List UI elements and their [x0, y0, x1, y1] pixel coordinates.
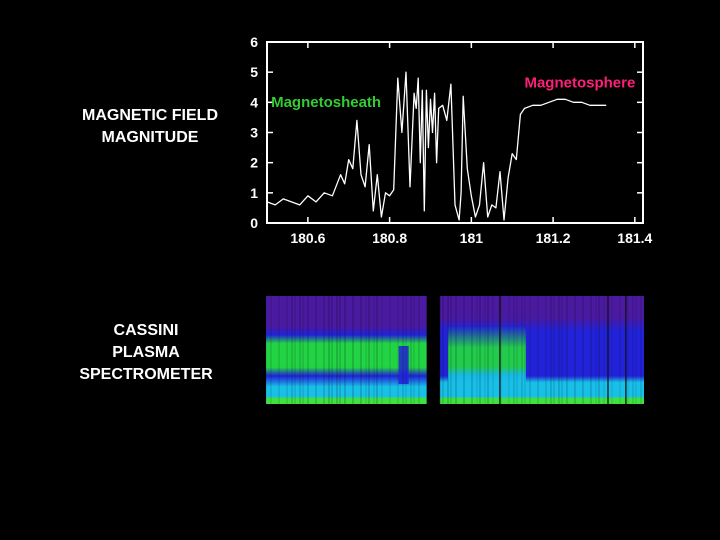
x-tick-label: 181.2: [536, 230, 571, 246]
plasma-label-line-1: CASSINI: [113, 322, 179, 339]
x-tick-label: 180.8: [372, 230, 407, 246]
annotation-magnetosphere: Magnetosphere: [524, 74, 635, 91]
x-tick-label: 180.6: [290, 230, 325, 246]
plasma-label-line-3: SPECTROMETER: [79, 366, 213, 383]
magnetic-field-chart: 0 1 2 3 4 5 6 180.6 180.8 181 181.2 181.4 Magnetoshe…: [250, 34, 652, 246]
annotation-magnetosheath: Magnetosheath: [271, 94, 381, 111]
y-tick-label: 2: [250, 155, 258, 171]
series-line: [266, 71, 607, 221]
plasma-spectrometer-label: CASSINI PLASMA SPECTROMETER: [60, 320, 232, 386]
y-tick-label: 1: [250, 185, 258, 201]
spectrogram-dip: [398, 346, 409, 384]
y-tick-label: 0: [250, 215, 258, 231]
spectrogram-burst: [447, 326, 526, 388]
x-tick-label: 181.4: [617, 230, 652, 246]
y-tick-label: 5: [250, 64, 258, 80]
plasma-label-line-2: PLASMA: [112, 344, 180, 361]
y-tick-label: 6: [250, 34, 258, 50]
y-tick-label: 4: [250, 94, 258, 110]
magnetic-field-label: MAGNETIC FIELD MAGNITUDE: [60, 105, 240, 149]
magnetic-field-label-line-1: MAGNETIC FIELD: [82, 107, 218, 124]
magnetic-field-label-line-2: MAGNITUDE: [101, 129, 199, 146]
plasma-spectrogram: [266, 296, 644, 404]
x-tick-label: 181: [460, 230, 484, 246]
y-tick-label: 3: [250, 125, 258, 141]
